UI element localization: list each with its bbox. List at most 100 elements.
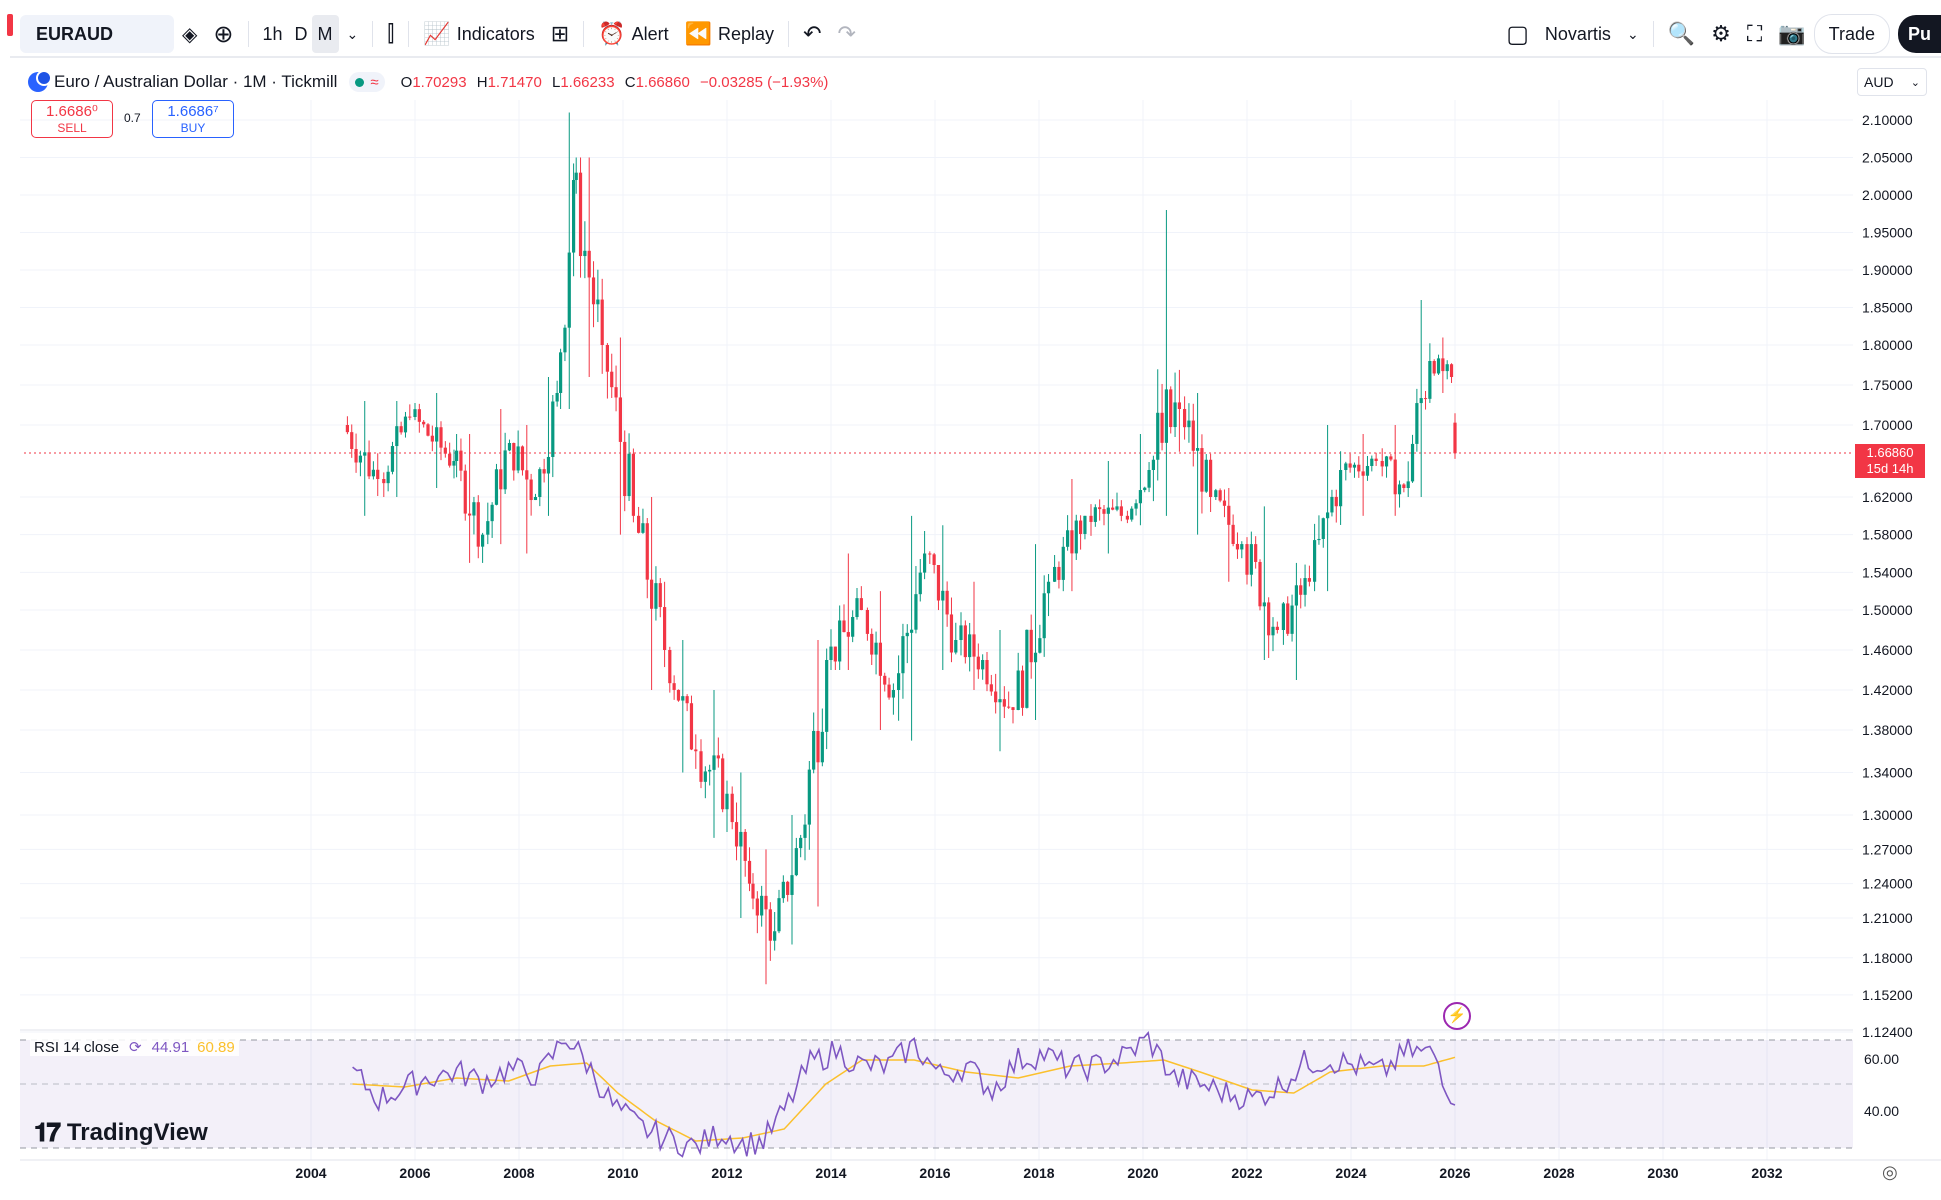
market-status[interactable]: ≈ [349,72,385,92]
candle-body [1303,578,1307,595]
candle-body [1445,364,1449,372]
candle-body [1397,484,1402,495]
candle-body [1299,585,1303,595]
publish-button[interactable]: Pu [1897,15,1941,53]
candle-body [1033,652,1038,663]
candle-body [395,426,399,447]
tradingview-logo[interactable]: 𝟏𝟕 TradingView [34,1117,208,1149]
top-toolbar: EURAUD ◈ ⊕ 1h D M ⌄ ⫿ 📈 Indicators ⊞ ⏰ Ale… [10,12,1941,58]
candle-style-icon[interactable]: ⫿ [387,21,395,46]
candle-body [533,497,538,501]
candle-body [390,446,395,472]
time-tick-label: 2016 [919,1165,950,1181]
time-tick-label: 2018 [1023,1165,1054,1181]
candle-body [855,598,859,618]
candle-body [901,636,905,674]
candle-body [786,881,790,895]
indicators-button[interactable]: 📈 Indicators [415,15,542,53]
replay-button[interactable]: ⏪ Replay [677,15,782,53]
lightning-alert-icon[interactable]: ⚡ [1443,1002,1471,1030]
fullscreen-icon[interactable]: ⛶ [1746,21,1763,46]
candle-body [1294,585,1298,606]
quick-search-icon[interactable]: 🔍 [1667,21,1696,46]
candle-body [1275,626,1279,630]
currency-label: AUD [1864,74,1894,90]
candle-body [685,696,689,704]
sell-button[interactable]: 1.6686⁰ SELL [31,100,113,138]
interval-d[interactable]: D [294,23,308,44]
interval-m[interactable]: M [311,15,339,53]
tradingview-wordmark: TradingView [66,1119,208,1146]
settings-gear-icon[interactable]: ⚙ [1711,21,1731,46]
layout-chevron-icon[interactable]: ⌄ [1626,25,1639,42]
low-value: 1.66233 [560,73,615,91]
time-axis-settings-icon[interactable]: ◎ [1882,1162,1898,1182]
price-axis[interactable]: 2.10000 2.05000 2.00000 1.95000 1.90000 1.850… [1862,112,1913,1040]
alert-label: Alert [631,23,669,44]
candle-body [1218,490,1222,501]
candle-body [520,446,525,471]
open-value: 1.70293 [412,73,467,91]
candle-body [439,427,443,448]
compare-add-icon[interactable]: ⊕ [213,20,234,48]
layout-checkbox-icon[interactable]: ▢ [1506,20,1529,48]
candle-body [1164,389,1168,443]
candle-body [1183,409,1187,428]
candle-body [426,424,430,436]
candle-body [476,502,480,547]
candle-body [618,397,622,442]
candle-body [1200,448,1204,492]
trade-button[interactable]: Trade [1813,14,1890,54]
layout-name[interactable]: Novartis [1544,23,1611,44]
rsi-refresh-icon[interactable]: ⟳ [129,1039,142,1056]
buy-button[interactable]: 1.6686⁷ BUY [152,100,234,138]
symbol-label: EURAUD [36,23,114,44]
candle-body [443,447,447,454]
candle-body [654,583,658,609]
currency-select[interactable]: AUD ⌄ [1857,68,1927,96]
candle-body [842,620,846,633]
diamond-icon[interactable]: ◈ [182,23,198,46]
candle-body [371,469,375,477]
interval-dropdown-chevron-icon[interactable]: ⌄ [346,25,359,42]
candle-body [959,625,963,640]
rsi-legend[interactable]: RSI 14 close ⟳ 44.91 60.89 [30,1038,239,1056]
time-tick-label: 2012 [711,1165,742,1181]
candle-body [1093,507,1097,522]
candle-body [730,793,734,823]
time-tick-label: 2020 [1127,1165,1158,1181]
rsi-value: 44.91 [151,1038,190,1056]
rsi-label: RSI 14 close [34,1038,120,1056]
time-axis[interactable]: 2004 2006 2008 2010 2012 2014 2016 2018 2020 2022… [295,1165,1782,1181]
symbol-search-button[interactable]: EURAUD [20,15,174,53]
rsi-ma-value: 60.89 [197,1038,235,1056]
candle-body [486,521,490,535]
templates-grid-icon[interactable]: ⊞ [550,21,570,46]
alert-button[interactable]: ⏰ Alert [590,15,676,53]
candle-body [781,881,785,899]
toolbar-divider [788,21,790,47]
candle-body [743,831,747,861]
candle-body [430,435,434,442]
candle-body [367,452,371,477]
candle-body [734,822,739,847]
candle-body [1271,626,1275,636]
candle-body [529,479,533,501]
candle-body [591,277,596,305]
snapshot-camera-icon[interactable]: 📷 [1778,21,1806,46]
candle-body [494,469,499,505]
candle-body [1106,507,1110,514]
candle-body [833,646,837,662]
candle-body [507,443,512,451]
candle-body [408,416,412,418]
candle-body [747,860,752,884]
price-tick-label: 1.15200 [1862,987,1913,1003]
interval-1h[interactable]: 1h [262,23,283,44]
redo-icon[interactable]: ↷ [837,21,856,46]
instrument-title[interactable]: Euro / Australian Dollar · 1M · Tickmill [54,72,338,91]
candle-body [481,534,485,547]
candle-body [452,461,456,466]
undo-icon[interactable]: ↶ [803,21,822,46]
candle-body [627,453,631,497]
